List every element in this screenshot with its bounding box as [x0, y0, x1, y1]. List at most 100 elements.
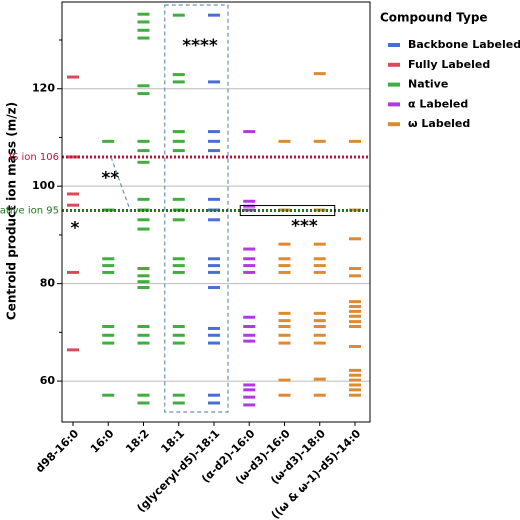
marker [243, 204, 256, 208]
marker [102, 393, 115, 397]
marker [172, 341, 185, 345]
marker [137, 280, 150, 284]
marker [67, 75, 79, 79]
plot-frame [61, 1, 371, 423]
marker [278, 333, 291, 337]
marker [102, 270, 115, 274]
marker [137, 92, 150, 96]
marker [137, 267, 150, 271]
marker [137, 12, 150, 16]
marker [349, 393, 361, 397]
marker [243, 264, 256, 268]
marker [172, 270, 185, 274]
marker [208, 13, 220, 17]
reference-label: Native ion 95 [0, 206, 59, 217]
marker [172, 401, 185, 405]
marker [313, 333, 326, 337]
marker [208, 80, 220, 84]
marker [172, 13, 185, 17]
marker [278, 378, 291, 382]
marker [243, 270, 256, 274]
marker [172, 139, 185, 143]
legend-swatch [388, 102, 400, 107]
y-tick-label: 100 [32, 179, 55, 192]
marker [278, 139, 291, 143]
marker [137, 341, 150, 345]
marker [243, 208, 256, 212]
legend-label: Native [408, 78, 448, 91]
marker [313, 72, 326, 76]
marker [137, 197, 150, 201]
marker [172, 333, 185, 337]
marker [208, 341, 220, 345]
marker [243, 325, 256, 329]
marker [243, 383, 256, 387]
marker [349, 267, 361, 271]
marker [102, 139, 115, 143]
marker [349, 378, 361, 382]
marker [102, 325, 115, 329]
marker [313, 393, 326, 397]
marker [313, 311, 326, 315]
legend-title: Compound Type [380, 11, 488, 25]
marker [172, 393, 185, 397]
marker [349, 139, 361, 143]
marker [313, 270, 326, 274]
legend-label: Fully Labeled [408, 58, 490, 71]
marker [67, 348, 79, 352]
marker [349, 309, 361, 313]
marker [137, 393, 150, 397]
marker [172, 218, 185, 222]
y-tick-label: 80 [40, 277, 56, 290]
marker [208, 130, 220, 134]
legend-swatch [388, 62, 400, 67]
marker [243, 315, 256, 319]
marker [313, 242, 326, 246]
marker [243, 199, 256, 203]
marker [313, 325, 326, 329]
marker [278, 242, 291, 246]
marker [313, 341, 326, 345]
marker [67, 203, 79, 207]
legend-swatch [388, 82, 400, 87]
marker [137, 28, 150, 32]
marker [102, 264, 115, 268]
marker [137, 325, 150, 329]
marker [278, 325, 291, 329]
marker [208, 149, 220, 153]
marker [349, 300, 361, 304]
marker [243, 130, 256, 134]
marker [67, 155, 79, 159]
marker [172, 149, 185, 153]
legend-label: Backbone Labeled [408, 38, 520, 51]
marker [243, 403, 256, 407]
legend-label: α Labeled [408, 97, 468, 110]
marker [208, 333, 220, 337]
marker [349, 320, 361, 324]
marker [349, 237, 361, 241]
marker [313, 139, 326, 143]
marker [349, 305, 361, 309]
marker [208, 270, 220, 274]
marker [278, 208, 291, 212]
marker [137, 149, 150, 153]
marker [349, 373, 361, 377]
marker [243, 333, 256, 337]
marker [208, 218, 220, 222]
marker [137, 274, 150, 278]
marker [208, 264, 220, 268]
marker [243, 339, 256, 343]
marker [172, 264, 185, 268]
marker [208, 401, 220, 405]
marker [137, 218, 150, 222]
marker [137, 286, 150, 290]
marker [313, 377, 326, 381]
marker [349, 344, 361, 348]
x-tick-label: 18:1 [158, 427, 187, 456]
marker [349, 388, 361, 392]
marker [67, 192, 79, 196]
y-axis-label: Centroid product ion mass (m/z) [5, 102, 19, 320]
connector [110, 156, 131, 211]
x-tick-label: 16:0 [88, 427, 117, 456]
